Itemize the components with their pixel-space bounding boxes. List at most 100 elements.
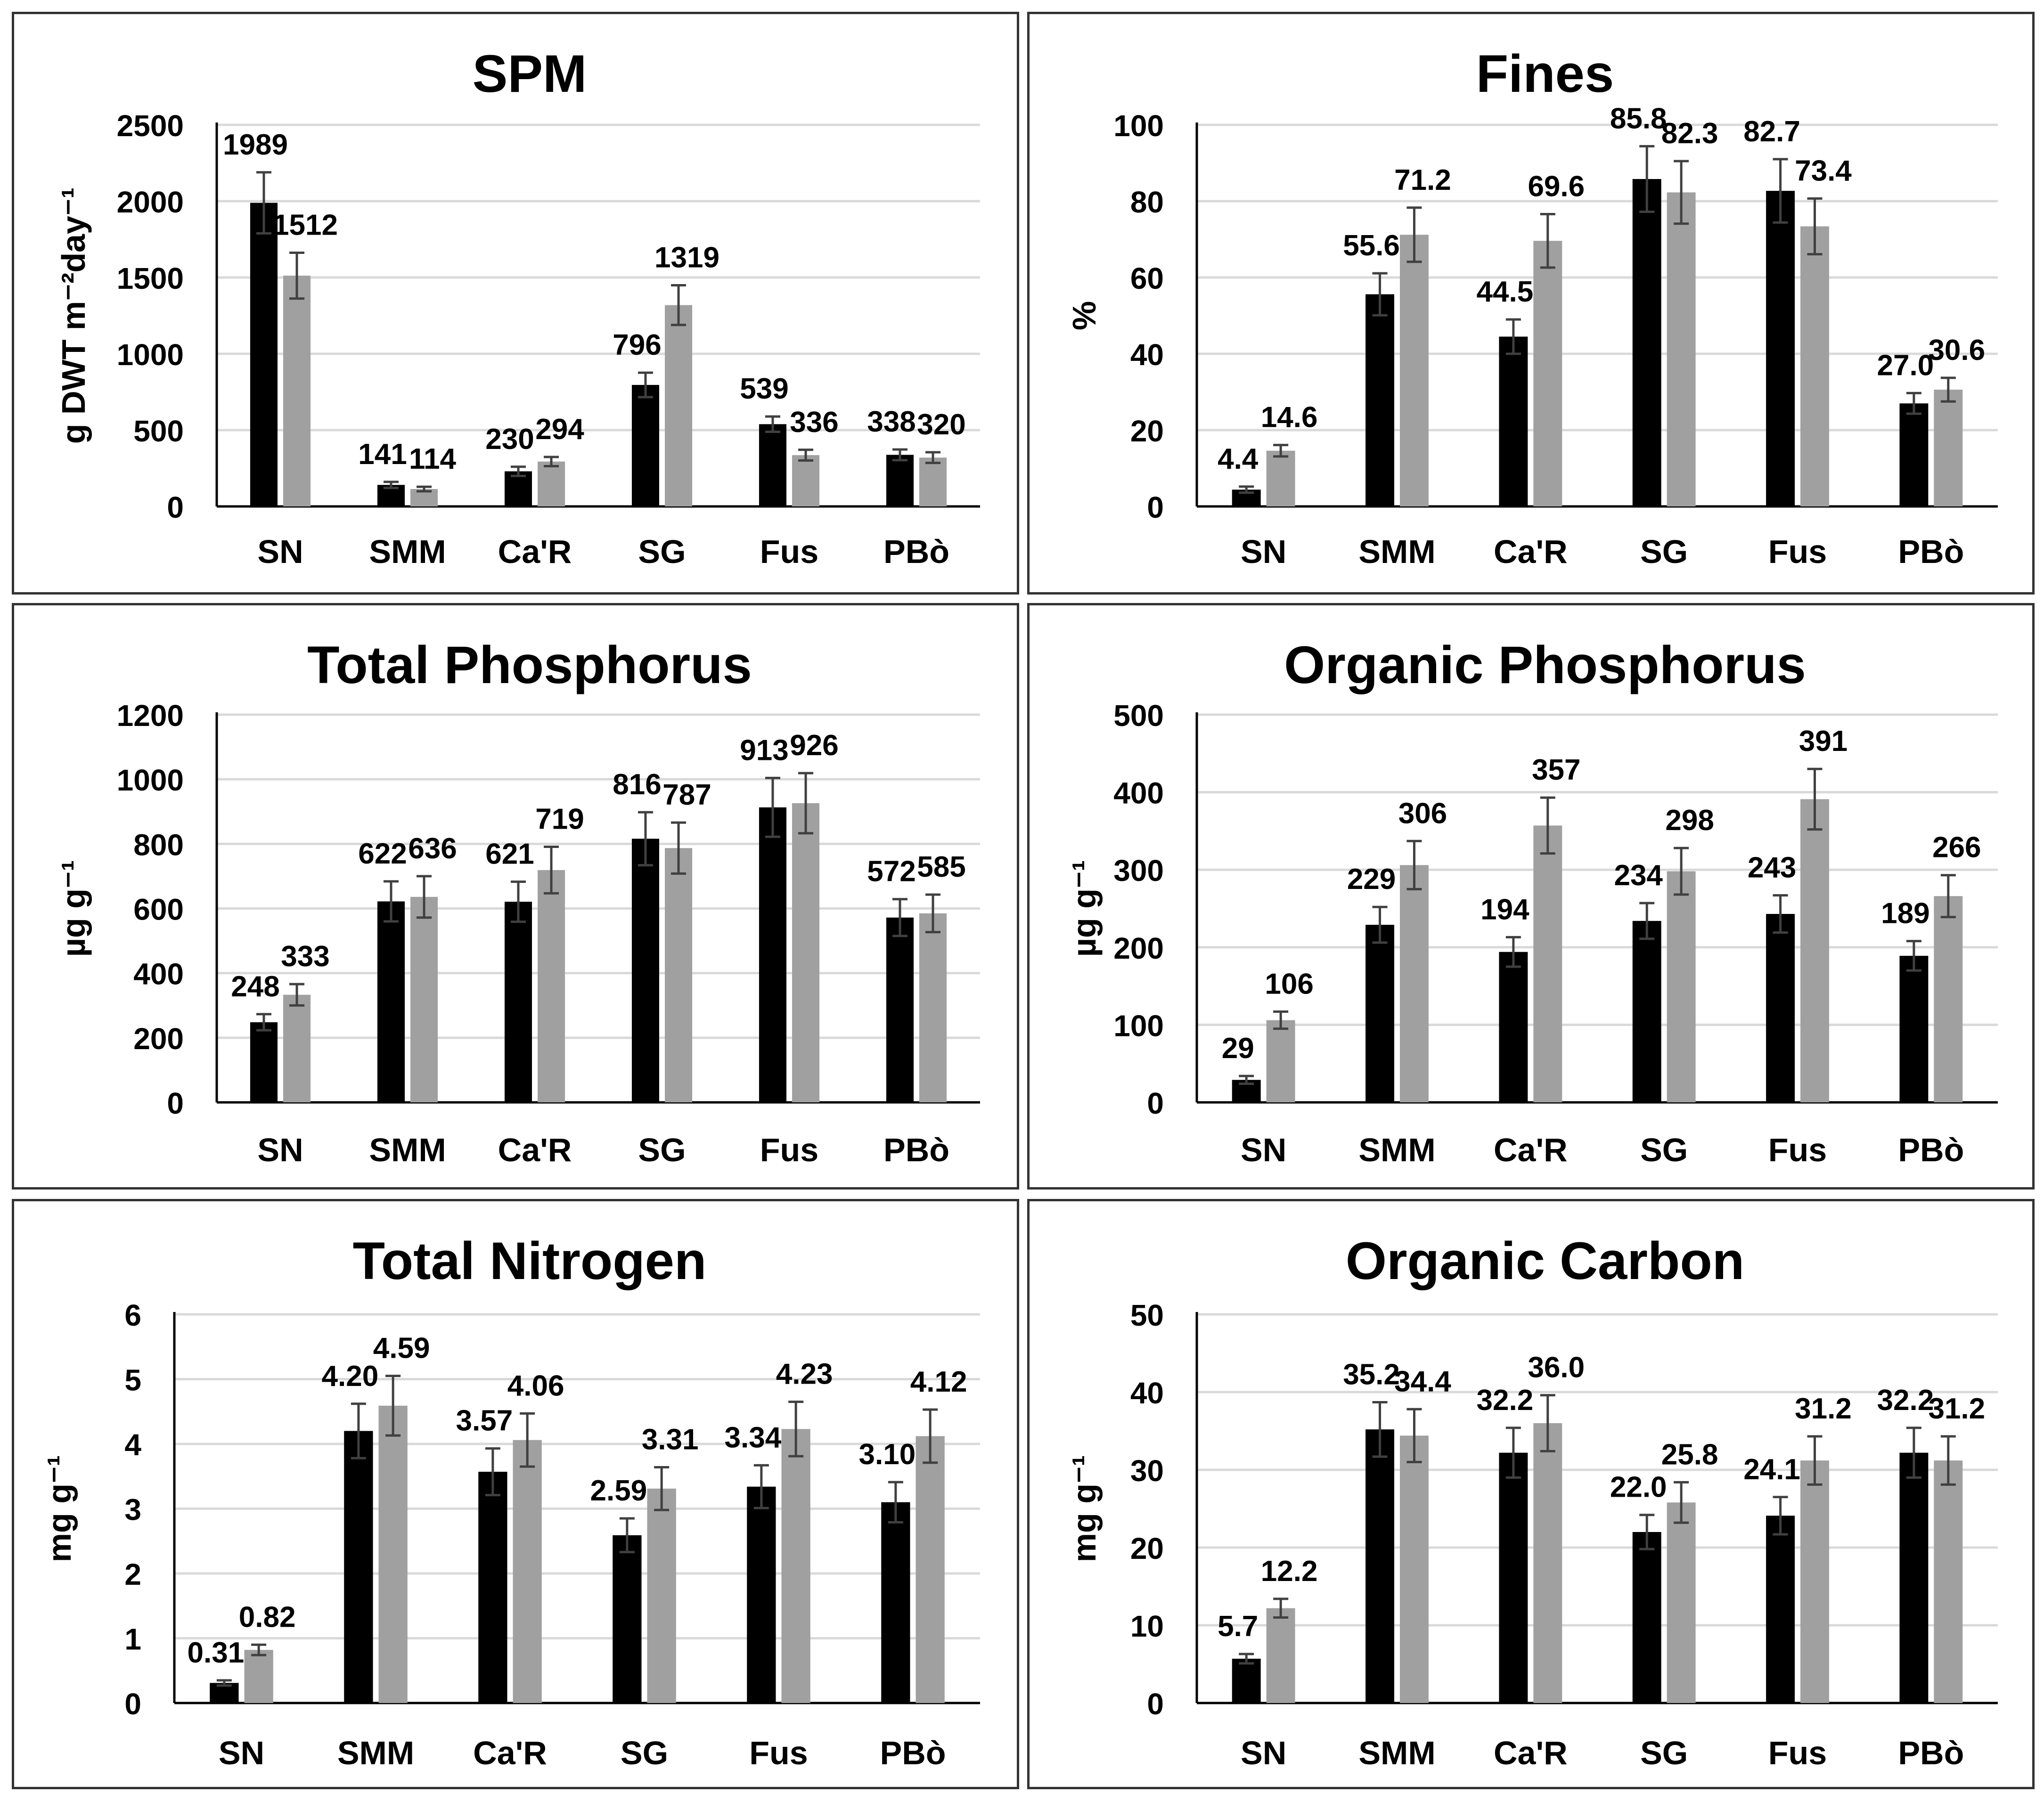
spm-data-label: 114	[409, 443, 457, 475]
total-phosphorus-y-tick-label: 800	[133, 828, 184, 862]
fines-category-label: Fus	[1768, 533, 1827, 570]
organic-carbon-bar-sn-s1	[1232, 1658, 1261, 1703]
organic-carbon-chart-panel: Organic Carbon 0 10 20 30 40 50 mg g⁻¹ SN 5.7 12.2…	[1027, 1199, 2035, 1789]
fines-bar-pb-s2	[1934, 390, 1963, 506]
spm-data-label: 1319	[654, 242, 719, 274]
organic-phosphorus-data-label: 189	[1881, 897, 1930, 930]
spm-data-label: 336	[790, 406, 838, 439]
total-phosphorus-data-label: 585	[917, 851, 965, 883]
organic-phosphorus-category-label: Fus	[1768, 1132, 1827, 1168]
organic-carbon-bar-fus-s1	[1766, 1516, 1795, 1703]
organic-carbon-bar-pb-s2	[1934, 1460, 1963, 1703]
total-phosphorus-data-label: 926	[790, 729, 838, 762]
total-phosphorus-data-label: 719	[535, 803, 584, 836]
spm-y-axis-label: g DWT m⁻²day⁻¹	[55, 187, 92, 444]
spm-bar-pb-s2	[919, 457, 947, 506]
fines-chart-panel: Fines 0 20 40 60 80 100% SN 4.4 14.6 SMM 55.6 71.2 Ca…	[1027, 12, 2035, 595]
organic-phosphorus-y-tick-label: 0	[1147, 1086, 1164, 1120]
spm-data-label: 539	[740, 373, 788, 405]
fines-data-label: 73.4	[1795, 155, 1852, 187]
fines-data-label: 69.6	[1528, 171, 1585, 203]
spm-category-label: Ca'R	[498, 533, 572, 570]
total-phosphorus-data-label: 913	[740, 734, 788, 766]
spm-data-label: 141	[358, 438, 407, 471]
fines-y-tick-label: 0	[1147, 490, 1164, 524]
total-phosphorus-data-label: 787	[662, 779, 711, 811]
fines-category-label: SN	[1241, 533, 1286, 570]
organic-phosphorus-chart: Organic Phosphorus 0 100 200 300 400 500 µg g⁻¹…	[1066, 636, 1998, 1168]
organic-phosphorus-category-label: SMM	[1358, 1132, 1435, 1168]
organic-phosphorus-title: Organic Phosphorus	[1284, 636, 1806, 694]
organic-carbon-y-tick-label: 40	[1130, 1376, 1164, 1410]
organic-carbon-category-label: Ca'R	[1494, 1735, 1568, 1771]
total-nitrogen-title: Total Nitrogen	[353, 1231, 707, 1290]
organic-phosphorus-y-tick-label: 400	[1113, 776, 1164, 810]
total-nitrogen-chart-panel: Total Nitrogen 0 1 2 3 4 5 6 mg g⁻¹ SN 0.31 0.82 SMM…	[12, 1199, 1019, 1789]
spm-data-label: 796	[613, 329, 661, 361]
organic-phosphorus-data-label: 194	[1480, 893, 1529, 926]
organic-carbon-bar-sn-s2	[1266, 1608, 1295, 1703]
fines-bar-sg-s2	[1667, 192, 1696, 506]
fines-bar-sn-s2	[1266, 450, 1295, 506]
fines-category-label: SMM	[1358, 533, 1435, 570]
organic-phosphorus-bar-sg-s1	[1632, 921, 1661, 1102]
total-nitrogen-category-label: SG	[621, 1735, 668, 1771]
organic-carbon-bar-sg-s1	[1632, 1532, 1661, 1703]
total-phosphorus-title: Total Phosphorus	[307, 636, 752, 694]
organic-carbon-category-label: PBò	[1898, 1735, 1964, 1771]
fines-bar-fus-s1	[1766, 191, 1795, 506]
total-nitrogen-category-label: PBò	[880, 1735, 946, 1771]
organic-carbon-data-label: 22.0	[1610, 1471, 1667, 1504]
total-nitrogen-data-label: 4.23	[776, 1358, 833, 1391]
total-phosphorus-bar-ca-r-s1	[504, 902, 532, 1102]
fines-bar-fus-s2	[1800, 226, 1829, 507]
fines-bar-smm-s1	[1365, 294, 1394, 506]
total-phosphorus-data-label: 572	[867, 856, 916, 888]
fines-data-label: 71.2	[1394, 164, 1451, 196]
total-nitrogen-data-label: 3.31	[642, 1424, 699, 1456]
total-phosphorus-data-label: 333	[281, 940, 329, 973]
spm-data-label: 338	[867, 406, 916, 438]
organic-carbon-data-label: 35.2	[1343, 1358, 1400, 1391]
spm-bar-fus-s1	[759, 424, 786, 506]
spm-category-label: SN	[257, 533, 303, 570]
total-nitrogen-category-label: Ca'R	[473, 1735, 547, 1771]
organic-phosphorus-bar-pb-s2	[1934, 896, 1963, 1102]
fines-y-tick-label: 20	[1130, 414, 1164, 448]
spm-y-tick-label: 1500	[117, 261, 184, 295]
organic-carbon-category-label: SG	[1640, 1735, 1688, 1771]
total-nitrogen-bar-sg-s2	[647, 1488, 676, 1703]
fines-title: Fines	[1476, 44, 1614, 103]
fines-data-label: 44.5	[1477, 276, 1534, 308]
total-phosphorus-data-label: 816	[613, 768, 661, 801]
total-phosphorus-y-tick-label: 600	[133, 893, 184, 927]
spm-bar-sg-s1	[631, 385, 659, 506]
spm-data-label: 1989	[223, 129, 288, 161]
total-phosphorus-data-label: 636	[408, 832, 457, 865]
total-nitrogen-bar-fus-s1	[747, 1486, 776, 1703]
fines-bar-ca-r-s2	[1533, 241, 1562, 506]
organic-carbon-category-label: SN	[1241, 1735, 1286, 1771]
fines-data-label: 27.0	[1877, 349, 1934, 382]
spm-bar-sn-s1	[250, 203, 278, 507]
spm-category-label: SG	[638, 533, 686, 570]
total-phosphorus-bar-pb-s2	[919, 913, 947, 1102]
organic-carbon-data-label: 24.1	[1743, 1453, 1800, 1486]
total-phosphorus-bar-sn-s2	[283, 994, 311, 1102]
fines-data-label: 55.6	[1343, 229, 1400, 262]
fines-data-label: 82.3	[1661, 117, 1718, 150]
total-nitrogen-bar-pb-s2	[916, 1436, 945, 1703]
fines-category-label: SG	[1640, 533, 1688, 570]
total-nitrogen-y-tick-label: 3	[124, 1493, 141, 1527]
total-phosphorus-y-tick-label: 200	[133, 1022, 184, 1056]
organic-phosphorus-bar-ca-r-s1	[1499, 952, 1528, 1102]
organic-carbon-y-tick-label: 30	[1130, 1454, 1164, 1488]
total-phosphorus-bar-smm-s2	[410, 896, 438, 1102]
total-nitrogen-bar-ca-r-s1	[478, 1472, 507, 1703]
spm-bar-ca-r-s1	[504, 471, 532, 506]
organic-phosphorus-bar-sn-s2	[1266, 1020, 1295, 1102]
total-phosphorus-bar-sn-s1	[250, 1022, 278, 1102]
organic-phosphorus-data-label: 243	[1748, 852, 1796, 884]
organic-carbon-data-label: 31.2	[1795, 1393, 1852, 1425]
spm-title: SPM	[473, 44, 587, 103]
